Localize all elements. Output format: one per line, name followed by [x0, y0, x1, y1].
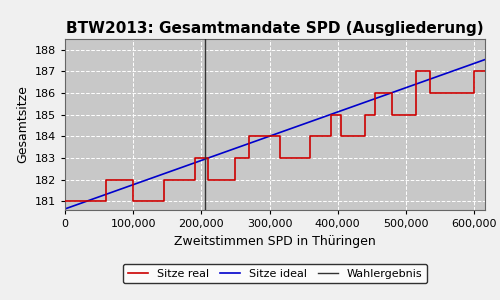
Line: Sitze real: Sitze real [65, 71, 485, 201]
Sitze real [413, 70, 419, 73]
Sitze real [362, 113, 368, 117]
Sitze real [338, 135, 344, 138]
Sitze real [338, 113, 344, 117]
Sitze real [161, 178, 167, 181]
Sitze real [471, 70, 477, 73]
Sitze real [482, 70, 488, 73]
Sitze real [372, 91, 378, 95]
Y-axis label: Gesamtsitze: Gesamtsitze [16, 85, 29, 164]
Sitze real [277, 156, 283, 160]
Sitze real [232, 156, 238, 160]
Sitze real [427, 91, 433, 95]
Sitze real [246, 156, 252, 160]
Sitze real [130, 200, 136, 203]
Legend: Sitze real, Sitze ideal, Wahlergebnis: Sitze real, Sitze ideal, Wahlergebnis [123, 264, 427, 283]
Title: BTW2013: Gesamtmandate SPD (Ausgliederung): BTW2013: Gesamtmandate SPD (Ausgliederun… [66, 21, 484, 36]
Sitze real [130, 178, 136, 181]
Sitze real [205, 178, 211, 181]
Sitze real [372, 113, 378, 117]
Sitze real [103, 200, 109, 203]
Sitze real [413, 113, 419, 117]
Sitze real [308, 135, 314, 138]
Sitze real [277, 135, 283, 138]
Sitze real [390, 91, 396, 95]
Sitze real [308, 156, 314, 160]
Sitze real [328, 113, 334, 117]
Sitze real [192, 178, 198, 181]
Sitze real [232, 178, 238, 181]
Sitze real [205, 156, 211, 160]
Sitze real [390, 113, 396, 117]
Sitze real [103, 178, 109, 181]
Sitze real [427, 70, 433, 73]
Sitze real [192, 156, 198, 160]
Sitze real [328, 135, 334, 138]
Sitze real [62, 200, 68, 203]
Sitze real [471, 91, 477, 95]
Sitze real [362, 135, 368, 138]
Sitze real [246, 135, 252, 138]
Sitze real [161, 200, 167, 203]
X-axis label: Zweitstimmen SPD in Thüringen: Zweitstimmen SPD in Thüringen [174, 235, 376, 248]
